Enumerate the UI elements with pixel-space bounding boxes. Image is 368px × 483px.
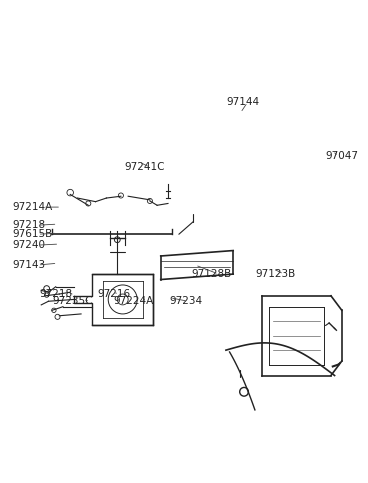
Text: 97224A: 97224A [114, 296, 154, 306]
Text: 97214A: 97214A [12, 202, 53, 212]
Text: 97241C: 97241C [124, 162, 165, 172]
Text: 97235C: 97235C [52, 296, 93, 306]
Text: 97234: 97234 [170, 296, 203, 306]
Text: 97143: 97143 [12, 260, 45, 270]
Text: 97216: 97216 [98, 289, 131, 299]
Text: 97218: 97218 [12, 220, 45, 230]
Text: 97218: 97218 [39, 289, 72, 299]
Text: 97144: 97144 [226, 97, 259, 107]
Text: 97615B: 97615B [12, 229, 53, 239]
Text: 97128B: 97128B [191, 269, 232, 279]
Text: 97047: 97047 [326, 151, 358, 161]
Text: 97240: 97240 [12, 240, 45, 250]
Text: 97123B: 97123B [255, 269, 295, 279]
